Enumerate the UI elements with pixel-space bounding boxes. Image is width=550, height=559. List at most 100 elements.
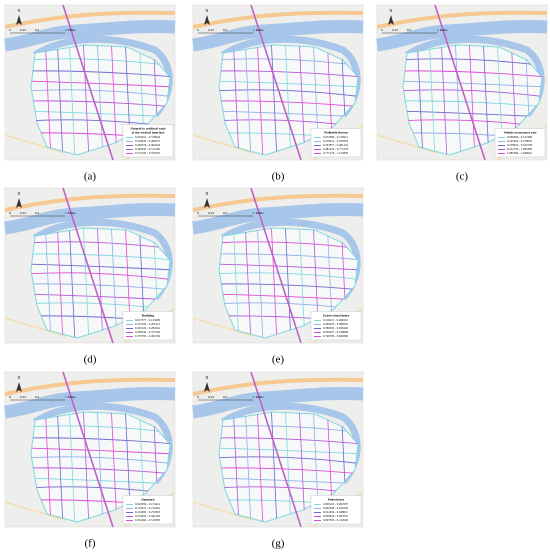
street [256,412,264,522]
scale-label: 1 Miles [253,395,264,399]
street [44,412,52,522]
street [110,412,118,522]
legend-entry: 0.116215 - 0.499222 [323,318,348,322]
legend-entry: 0.201322 - 0.284341 [135,326,160,330]
street [219,456,358,465]
legend-entry: 0.318945 - 0.409575 [135,139,160,143]
street [270,228,278,338]
river [4,19,176,52]
street [244,412,252,522]
legend-entry: 0.097056 - 0.212620 [323,518,348,522]
legend-entry: 0.125700 - 0.201321 [135,322,160,326]
scale-label: 0 [197,211,199,215]
legend-entry: 0.272819 - 0.341263 [135,514,160,518]
street [219,241,358,250]
street [232,45,240,155]
legend-entry: 0.218212 - 0.337876 [323,139,348,143]
street [403,80,542,88]
scale-label: 0 [9,395,11,399]
legend-entry: 0.000122 - 0.002597 [323,502,348,506]
legend-entry: 0.775179 - 1.215859 [323,151,348,155]
scale-label: 0.25 [208,211,214,215]
north-arrow [204,15,210,25]
street [403,89,542,98]
scale-label: 1 Miles [253,28,264,32]
scale-label: 0.5 [35,395,40,399]
panel-label: (d) [84,354,97,366]
legend-box [122,311,174,341]
main-road [250,4,302,161]
legend-entry: 0.153415 - 0.214281 [135,506,160,510]
main-road [434,4,486,161]
street [44,228,52,338]
main-road [62,371,114,528]
scale-label: 0.5 [223,28,228,32]
legend-box [310,128,362,158]
scale-label: 0 [197,28,199,32]
street [403,70,542,78]
street [31,437,170,445]
legend-entry: 0.522759 - 1.085383 [507,147,532,151]
street [110,45,118,155]
scale-label: 0 [9,211,11,215]
street [96,45,104,155]
street [56,228,64,338]
scale-label: 0.5 [35,211,40,215]
scale-label: 1 Miles [65,28,76,32]
street [244,45,252,155]
street [82,228,90,338]
street [219,89,358,98]
panel-label: (g) [272,538,285,550]
highway [4,193,176,212]
street [219,70,358,78]
street [256,228,264,338]
scale-label: 1 Miles [437,28,448,32]
north-label: N [18,8,21,13]
scale-label: 0.5 [223,395,228,399]
street [96,412,104,522]
legend-box [310,311,362,341]
legend-title: Natural to artificial ratio [130,126,165,130]
scale-label: 0.25 [20,211,26,215]
street [270,45,278,155]
scale-label: 0.25 [20,28,26,32]
legend-entry: 0.589502 - 0.656426 [323,326,348,330]
street [44,45,52,155]
main-road [250,187,302,344]
street [440,45,448,155]
panel-label: (a) [84,171,97,183]
legend-entry: 0.464345 - 0.515192 [135,147,160,151]
legend-title: Openness [141,497,155,501]
scale-label: 0.5 [223,211,228,215]
legend-entry: 0.147400 - 0.278653 [507,139,532,143]
street [270,412,278,522]
north-arrow [204,198,210,208]
legend-box [310,495,362,525]
legend-entry: 0.042059 - 0.153414 [135,502,160,506]
legend-entry: 0.214282 - 0.272818 [135,510,160,514]
panel-label: (e) [272,354,285,366]
street [82,412,90,522]
street [284,412,292,522]
legend-title: Pedestrians [328,497,345,501]
street [298,45,306,155]
legend-entry: 1.085384 - 1.946910 [507,151,532,155]
scale-label: 0.25 [208,395,214,399]
north-label: N [18,191,21,196]
legend-entry: 0.341264 - 0.513583 [135,518,160,522]
legend-entry: 0.036466 - 0.147399 [507,135,532,139]
legend-entry: 0.284342 - 0.373794 [135,330,160,334]
legend-entry: 0.748700 - 0.849306 [323,334,348,338]
legend-entry: 0.048016 - 0.097055 [323,514,348,518]
legend-title: of the vertical interface [132,130,165,134]
main-road [62,4,114,161]
